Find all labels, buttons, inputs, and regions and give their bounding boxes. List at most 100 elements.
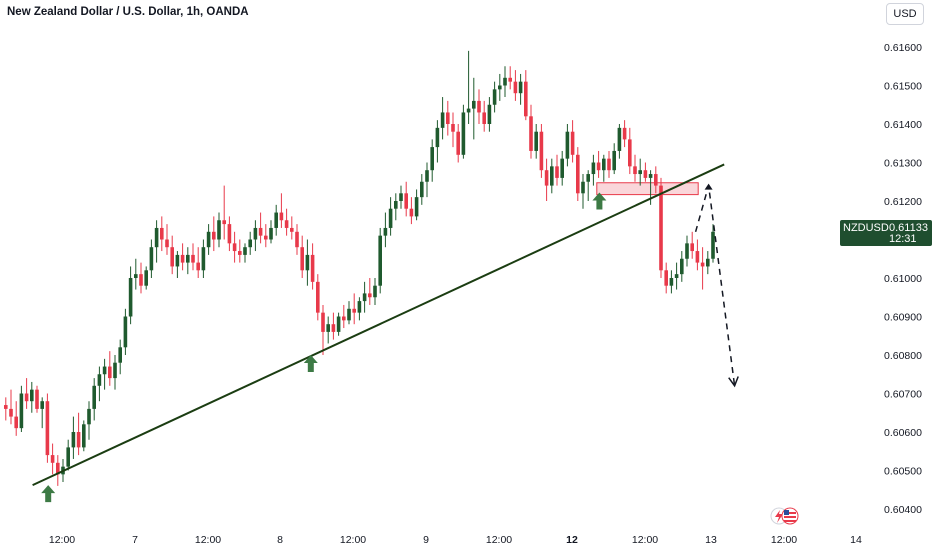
candle <box>4 397 8 421</box>
candle <box>201 239 206 278</box>
candle <box>456 124 460 163</box>
candle <box>591 154 596 186</box>
y-tick-label: 0.61000 <box>884 273 922 285</box>
candle-body <box>97 374 102 386</box>
candle-body <box>607 158 611 171</box>
candle <box>368 278 372 305</box>
candle-body <box>295 231 299 248</box>
candle-body <box>170 247 174 267</box>
candle-body <box>591 162 596 175</box>
candle-body <box>420 181 424 198</box>
candle <box>76 412 81 456</box>
candle <box>342 304 346 329</box>
candle <box>388 197 393 236</box>
candle <box>92 378 96 421</box>
candle <box>472 77 476 140</box>
currency-button[interactable]: USD <box>886 3 924 25</box>
candle <box>414 189 419 221</box>
candle-body <box>253 227 258 240</box>
candle-body <box>212 231 216 240</box>
candle <box>498 73 502 101</box>
candle-body <box>570 131 575 155</box>
x-tick-label: 12:00 <box>195 534 221 546</box>
x-tick-label: 12:00 <box>49 534 75 546</box>
candle-body <box>196 262 200 271</box>
candle-body <box>700 262 705 267</box>
candle <box>160 216 164 252</box>
support-arrow-icon <box>592 192 607 210</box>
candle-body <box>378 235 382 286</box>
candle <box>435 120 440 163</box>
candle <box>654 166 658 194</box>
y-tick-label: 0.61300 <box>884 158 922 170</box>
candle-body <box>586 174 590 182</box>
candle <box>607 150 611 178</box>
last-price-tag: NZDUSD 0.61133 12:31 <box>840 220 932 246</box>
candle <box>477 89 481 124</box>
last-price: 0.61133 <box>889 222 928 234</box>
candle-body <box>222 220 226 225</box>
candle <box>425 162 429 198</box>
candle-body <box>50 455 55 463</box>
candle <box>581 174 585 209</box>
candle <box>482 100 486 132</box>
candle <box>617 124 622 159</box>
candle <box>175 251 180 278</box>
candle <box>238 239 242 263</box>
candle-body <box>659 185 663 271</box>
candle-body <box>300 247 304 271</box>
candle <box>695 239 700 271</box>
candle-body <box>487 104 492 124</box>
candle <box>409 197 414 225</box>
candle <box>108 351 112 386</box>
candle <box>248 231 252 255</box>
candle-body <box>685 243 689 259</box>
candle <box>274 204 278 236</box>
candle-body <box>472 100 476 109</box>
candle-body <box>498 85 502 90</box>
candle <box>560 150 564 186</box>
candle-body <box>388 208 393 228</box>
candle <box>461 104 466 159</box>
x-tick-label: 12:00 <box>771 534 797 546</box>
candle-body <box>92 385 96 409</box>
candle-body <box>383 227 388 236</box>
candle <box>451 112 455 148</box>
candle <box>243 243 247 263</box>
candle <box>186 247 190 275</box>
us-flag-icon[interactable] <box>781 507 799 525</box>
candle <box>518 73 523 105</box>
candle-body <box>409 208 414 217</box>
candle-body <box>648 174 653 178</box>
symbol-label: NZDUSD <box>843 222 889 234</box>
candle-body <box>35 389 39 409</box>
candle <box>628 127 632 175</box>
candle <box>50 443 55 475</box>
candle <box>643 162 648 182</box>
candle <box>149 239 154 278</box>
candle <box>123 308 128 355</box>
x-axis: 12:00 7 12:00 8 12:00 9 12:00 12 12:00 13 12:00 14 <box>49 534 862 546</box>
candle <box>706 251 710 275</box>
candle-body <box>690 243 694 252</box>
candle <box>14 401 18 436</box>
candle <box>586 170 590 201</box>
candle <box>352 293 356 325</box>
candle <box>217 212 221 248</box>
candle-body <box>191 254 195 263</box>
candle-body <box>269 227 273 240</box>
candle <box>128 266 133 325</box>
candle <box>165 224 169 255</box>
candle <box>170 235 174 275</box>
y-tick-label: 0.61400 <box>884 119 922 131</box>
candle-body <box>440 112 445 128</box>
candle <box>45 393 50 463</box>
candle <box>196 247 200 278</box>
candle-body <box>248 239 252 248</box>
bar-countdown: 12:31 <box>889 233 917 245</box>
candle-body <box>446 112 450 124</box>
candle-body <box>680 258 684 275</box>
candle <box>539 124 544 178</box>
candle-body <box>550 166 554 186</box>
